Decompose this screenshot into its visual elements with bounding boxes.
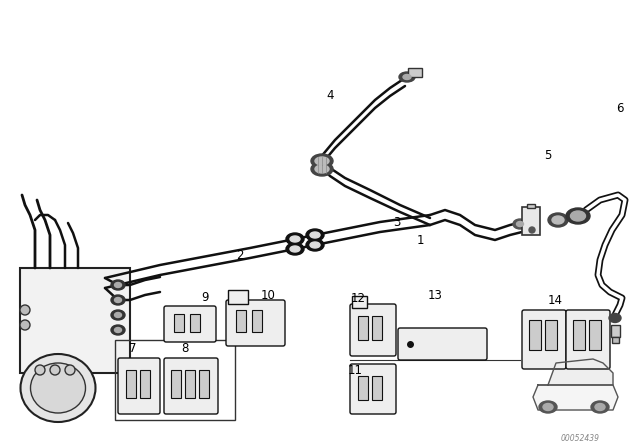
FancyBboxPatch shape (350, 364, 396, 414)
Ellipse shape (310, 232, 320, 238)
Ellipse shape (306, 239, 324, 251)
Bar (522, 207, 540, 235)
Bar (372, 376, 382, 400)
Ellipse shape (609, 314, 621, 323)
Ellipse shape (306, 229, 324, 241)
Ellipse shape (115, 313, 122, 318)
Text: 14: 14 (547, 293, 563, 306)
Ellipse shape (513, 219, 527, 229)
Ellipse shape (290, 246, 300, 252)
Ellipse shape (65, 365, 75, 375)
Ellipse shape (591, 401, 609, 413)
Bar (527, 204, 535, 208)
Text: 4: 4 (326, 89, 333, 102)
FancyBboxPatch shape (398, 328, 487, 360)
Polygon shape (538, 359, 613, 385)
Bar (20, 268, 130, 373)
Text: 7: 7 (129, 341, 137, 354)
Ellipse shape (20, 320, 30, 330)
Ellipse shape (543, 404, 553, 410)
Ellipse shape (403, 74, 411, 79)
FancyBboxPatch shape (566, 310, 610, 369)
Ellipse shape (311, 154, 333, 168)
Text: 00052439: 00052439 (561, 434, 600, 443)
Ellipse shape (286, 243, 304, 255)
Text: 3: 3 (394, 215, 401, 228)
Bar (115, 340, 235, 420)
FancyBboxPatch shape (164, 358, 218, 414)
FancyBboxPatch shape (164, 306, 216, 342)
Ellipse shape (315, 165, 329, 173)
Ellipse shape (310, 242, 320, 248)
Ellipse shape (566, 208, 590, 224)
FancyBboxPatch shape (522, 310, 566, 369)
Text: 13: 13 (428, 289, 442, 302)
Bar (611, 325, 620, 337)
Ellipse shape (529, 227, 535, 233)
Bar (174, 314, 184, 332)
Ellipse shape (35, 365, 45, 375)
Ellipse shape (552, 216, 564, 224)
Ellipse shape (115, 297, 122, 302)
Ellipse shape (570, 211, 586, 221)
Ellipse shape (50, 365, 60, 375)
Bar (185, 370, 195, 398)
Text: 5: 5 (544, 148, 552, 161)
Ellipse shape (111, 280, 125, 290)
Bar (573, 320, 585, 350)
Bar (171, 370, 181, 398)
Text: 9: 9 (201, 290, 209, 303)
Ellipse shape (290, 236, 300, 242)
Ellipse shape (20, 354, 95, 422)
Ellipse shape (399, 72, 415, 82)
Bar (236, 310, 246, 332)
Text: 1: 1 (416, 233, 424, 246)
Ellipse shape (595, 404, 605, 410)
Bar (126, 370, 136, 398)
Ellipse shape (315, 157, 329, 165)
FancyBboxPatch shape (226, 300, 285, 346)
Bar (252, 310, 262, 332)
Bar (140, 370, 150, 398)
Ellipse shape (20, 305, 30, 315)
Bar (358, 316, 368, 340)
Bar (372, 316, 382, 340)
Bar (529, 320, 541, 350)
Bar (352, 296, 367, 308)
Text: 12: 12 (351, 292, 365, 305)
Text: 10: 10 (260, 289, 275, 302)
Ellipse shape (31, 363, 86, 413)
Ellipse shape (111, 295, 125, 305)
Ellipse shape (548, 213, 568, 227)
Ellipse shape (311, 162, 333, 176)
Text: 11: 11 (348, 363, 362, 376)
Ellipse shape (286, 233, 304, 245)
Ellipse shape (539, 401, 557, 413)
Bar (228, 290, 248, 304)
Bar (190, 314, 200, 332)
Ellipse shape (111, 310, 125, 320)
Ellipse shape (115, 283, 122, 288)
Bar (589, 320, 601, 350)
Ellipse shape (115, 327, 122, 332)
Text: 8: 8 (181, 341, 189, 354)
Polygon shape (533, 385, 618, 410)
FancyBboxPatch shape (118, 358, 160, 414)
Bar (358, 376, 368, 400)
Text: 2: 2 (236, 249, 244, 262)
FancyBboxPatch shape (350, 304, 396, 356)
Bar (545, 320, 557, 350)
Text: 6: 6 (616, 102, 624, 115)
Bar (199, 370, 209, 398)
Ellipse shape (516, 221, 524, 227)
Ellipse shape (111, 325, 125, 335)
Bar (408, 68, 422, 77)
Bar (612, 337, 619, 343)
